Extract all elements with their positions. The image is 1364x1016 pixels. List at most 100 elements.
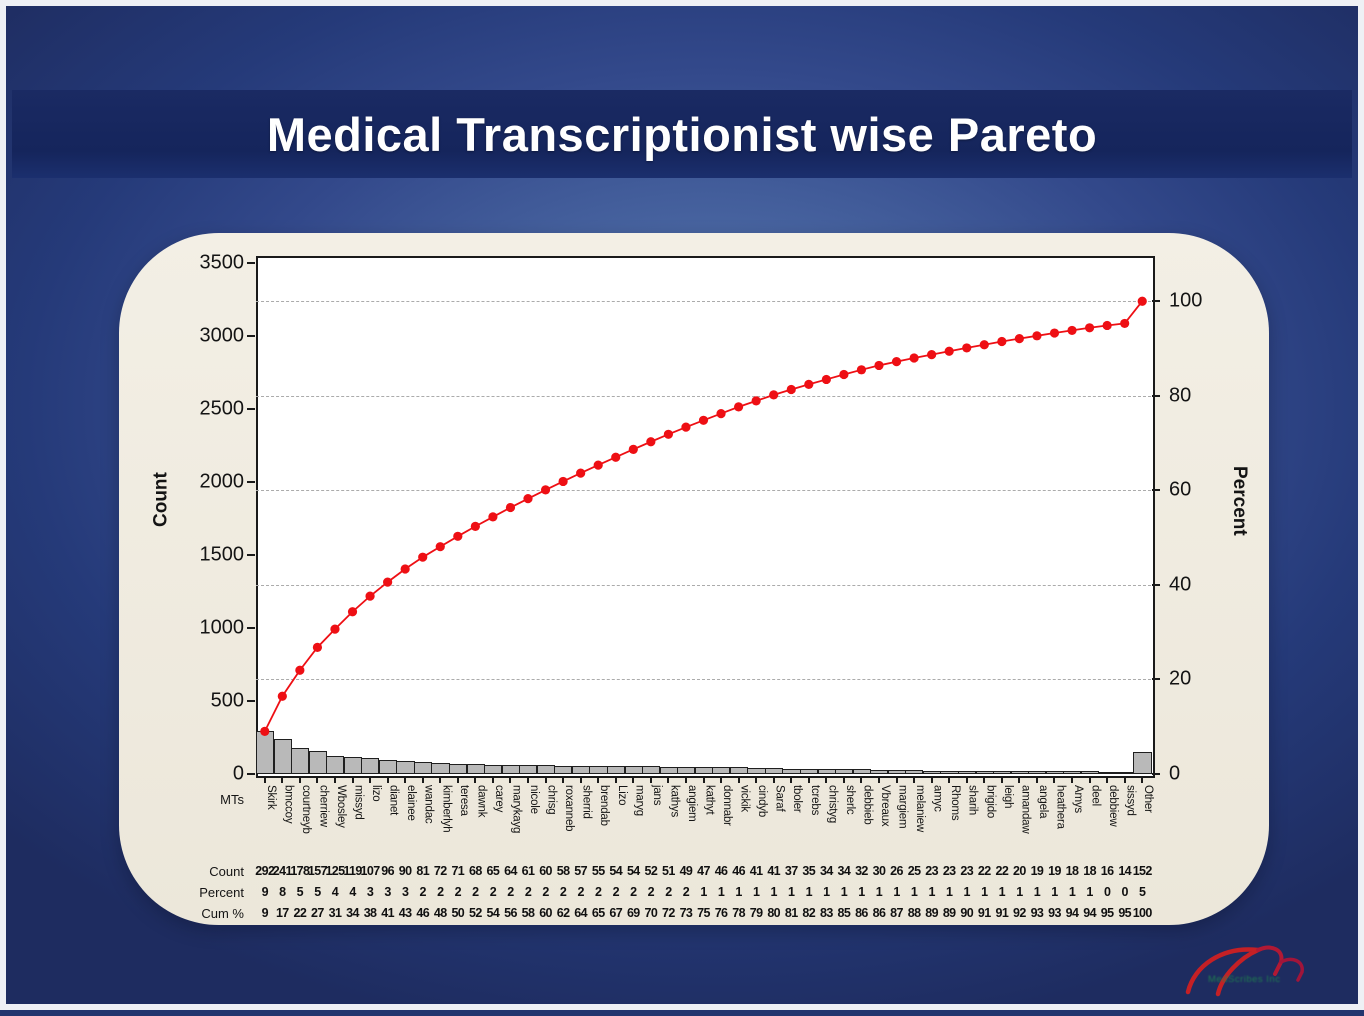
table-value-cum: 79 (749, 906, 763, 920)
x-tick-label: tcrebs (808, 785, 821, 816)
table-value-count: 23 (942, 864, 956, 878)
table-value-count: 96 (381, 864, 394, 878)
count-tick-label: 3500 (199, 251, 245, 274)
x-tick-label: Skirk (264, 785, 277, 810)
table-value-count: 58 (556, 864, 570, 878)
x-tick-mark (790, 776, 793, 783)
table-value-cum: 91 (995, 906, 1009, 920)
x-tick-mark (1141, 776, 1144, 783)
count-tick-label: 1000 (199, 616, 245, 639)
x-tick-label: maryg (633, 785, 646, 816)
table-value-cum: 87 (890, 906, 903, 920)
table-value-percent: 0 (1121, 885, 1128, 899)
x-tick-label: deel (1089, 785, 1102, 806)
table-value-percent: 2 (454, 885, 462, 899)
table-value-cum: 95 (1100, 906, 1114, 920)
table-value-percent: 2 (665, 885, 672, 899)
x-tick-mark (386, 776, 389, 783)
x-tick-label: Wbosley (334, 785, 347, 828)
table-value-count: 81 (416, 864, 430, 878)
table-value-percent: 1 (981, 885, 988, 899)
table-value-percent: 1 (998, 885, 1006, 899)
x-tick-mark (983, 776, 986, 783)
table-value-cum: 89 (925, 906, 938, 920)
title-banner: Medical Transcriptionist wise Pareto (12, 90, 1352, 178)
x-tick-mark (579, 776, 582, 783)
count-tick-mark (247, 554, 255, 557)
percent-tick-mark (1152, 394, 1160, 397)
table-value-cum: 82 (802, 906, 816, 920)
table-value-percent: 1 (823, 885, 830, 899)
x-tick-mark (263, 776, 266, 783)
x-axis-name: MTs (220, 792, 244, 807)
percent-tick-mark (1152, 678, 1160, 681)
table-value-count: 54 (609, 864, 623, 878)
percent-tick-mark (1152, 300, 1160, 303)
x-tick-mark (702, 776, 705, 783)
x-tick-label: amyc (931, 785, 944, 812)
x-tick-label: Vbreaux (878, 785, 891, 827)
table-value-cum: 46 (416, 906, 430, 920)
table-value-percent: 9 (261, 885, 269, 899)
table-value-percent: 5 (296, 885, 304, 899)
x-tick-label: nicole (528, 785, 540, 814)
x-tick-label: kathys (668, 785, 681, 818)
x-tick-label: Saraf (773, 785, 786, 812)
x-tick-mark (895, 776, 898, 783)
table-value-cum: 52 (469, 906, 482, 920)
x-tick-mark (772, 776, 775, 783)
table-value-cum: 78 (732, 906, 745, 920)
table-value-cum: 86 (855, 906, 868, 920)
table-value-percent: 1 (717, 885, 725, 899)
table-value-count: 19 (1048, 864, 1061, 878)
x-tick-label: sissyd (1124, 785, 1137, 816)
table-value-cum: 76 (714, 906, 728, 920)
x-tick-label: Amys (1072, 785, 1085, 813)
bar (1133, 751, 1152, 774)
table-value-percent: 1 (700, 885, 707, 899)
x-tick-label: tboler (791, 785, 804, 813)
x-tick-label: heathera (1054, 785, 1067, 829)
table-value-count: 16 (1100, 864, 1114, 878)
x-tick-mark (404, 776, 407, 783)
percent-tick-label: 0 (1169, 762, 1181, 785)
table-value-percent: 3 (366, 885, 374, 899)
table-value-percent: 5 (1139, 885, 1146, 899)
count-tick-mark (247, 335, 255, 338)
x-tick-mark (737, 776, 740, 783)
x-tick-label: courtneyb (299, 785, 312, 834)
table-value-cum: 56 (504, 906, 517, 920)
x-tick-label: cherriew (317, 785, 330, 827)
percent-tick-label: 40 (1169, 573, 1192, 596)
table-value-count: 125 (325, 864, 345, 878)
table-value-percent: 2 (489, 885, 497, 899)
x-tick-label: jans (650, 785, 663, 806)
table-value-cum: 70 (644, 906, 658, 920)
percent-tick-label: 100 (1169, 289, 1203, 312)
table-value-count: 65 (486, 864, 500, 878)
x-tick-label: Lizo (615, 785, 628, 806)
x-tick-label: vickik (738, 785, 751, 812)
x-tick-mark (456, 776, 459, 783)
x-tick-mark (614, 776, 617, 783)
x-tick-label: donnabr (721, 785, 734, 826)
table-value-percent: 2 (577, 885, 584, 899)
table-value-percent: 8 (279, 885, 286, 899)
table-value-count: 46 (714, 864, 728, 878)
table-value-percent: 2 (682, 885, 690, 899)
table-value-count: 55 (591, 864, 605, 878)
table-value-count: 61 (521, 864, 535, 878)
table-row-label: Percent (199, 885, 244, 900)
x-tick-mark (632, 776, 635, 783)
table-value-cum: 31 (328, 906, 342, 920)
table-value-cum: 75 (697, 906, 710, 920)
table-value-count: 34 (819, 864, 833, 878)
table-value-percent: 2 (419, 885, 427, 899)
table-value-count: 25 (907, 864, 921, 878)
x-tick-label: melaniew (914, 785, 927, 832)
table-value-cum: 72 (662, 906, 675, 920)
percent-tick-label: 80 (1169, 384, 1192, 407)
table-value-cum: 93 (1048, 906, 1061, 920)
x-tick-mark (1106, 776, 1109, 783)
x-tick-label: debbieb (861, 785, 874, 825)
